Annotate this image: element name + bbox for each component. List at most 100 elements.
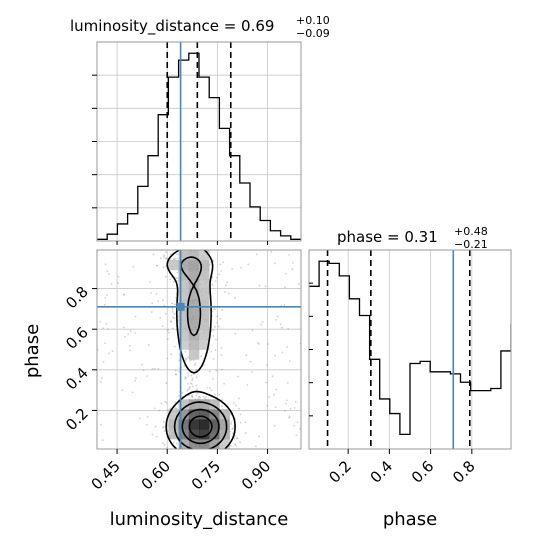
joint-scatter-point	[232, 427, 234, 429]
joint-scatter-point	[221, 368, 223, 371]
joint-scatter-point	[123, 293, 125, 296]
joint-scatter-point	[150, 311, 153, 313]
joint-density-cell	[178, 279, 190, 291]
joint-scatter-point	[229, 445, 232, 447]
joint-density-cell	[188, 319, 200, 330]
joint-scatter-point	[295, 434, 298, 437]
joint-scatter-point	[161, 442, 164, 445]
joint-scatter-point	[239, 413, 242, 416]
joint-scatter-point	[178, 370, 181, 373]
joint-scatter-point	[171, 311, 174, 313]
joint-scatter-point	[189, 382, 192, 385]
joint-scatter-point	[187, 382, 189, 385]
joint-ytick-label-0: 0.2	[62, 405, 92, 435]
joint-scatter-point	[175, 407, 177, 410]
joint-scatter-point	[214, 348, 217, 351]
joint-scatter-point	[214, 308, 217, 311]
hist2-title-minus: −0.21	[454, 238, 488, 251]
joint-scatter-point	[249, 360, 252, 363]
joint-scatter-point	[288, 416, 290, 419]
joint-scatter-point	[212, 357, 215, 360]
joint-scatter-point	[274, 406, 277, 409]
joint-scatter-point	[174, 401, 176, 404]
joint-scatter-point	[107, 328, 109, 330]
joint-scatter-point	[165, 382, 168, 384]
joint-scatter-point	[200, 355, 203, 357]
joint-density-cell	[178, 319, 190, 330]
joint-scatter-point	[224, 291, 226, 293]
joint-density-cell	[168, 409, 179, 420]
joint-scatter-point	[274, 354, 276, 357]
joint-scatter-point	[170, 320, 173, 323]
joint-scatter-point	[108, 352, 110, 355]
joint-scatter-point	[172, 327, 174, 330]
joint-scatter-point	[163, 254, 165, 256]
joint-scatter-point	[173, 257, 176, 260]
hist2-xtick-label-2: 0.6	[408, 457, 438, 487]
joint-scatter-point	[220, 270, 222, 272]
joint-scatter-point	[234, 443, 237, 446]
joint-scatter-point	[254, 445, 257, 448]
joint-scatter-point	[173, 312, 176, 315]
joint-scatter-point	[134, 315, 137, 318]
joint-scatter-point	[172, 441, 175, 444]
joint-scatter-point	[219, 317, 222, 320]
joint-scatter-point	[215, 369, 218, 372]
joint-scatter-point	[173, 345, 176, 348]
joint-density-cell	[209, 409, 220, 420]
joint-density-cell	[188, 339, 200, 350]
joint-scatter-point	[176, 442, 178, 445]
joint-scatter-point	[234, 332, 237, 335]
joint-scatter-point	[265, 381, 268, 384]
joint-scatter-point	[233, 437, 236, 440]
joint-density-cell	[199, 439, 210, 449]
joint-density-cell	[188, 299, 200, 310]
joint-scatter-point	[255, 253, 258, 256]
joint-scatter-point	[216, 315, 219, 318]
joint-scatter-point	[169, 278, 172, 281]
joint-scatter-point	[291, 261, 294, 264]
joint-density-cell	[219, 409, 230, 420]
joint-scatter-point	[190, 383, 193, 385]
joint-scatter-point	[270, 250, 273, 253]
joint-scatter-point	[214, 280, 217, 283]
joint-scatter-point	[100, 423, 102, 426]
joint-scatter-point	[161, 325, 164, 327]
joint-scatter-point	[134, 377, 137, 380]
joint-xtick-label-0: 0.45	[88, 457, 124, 493]
joint-scatter-point	[191, 379, 193, 382]
joint-scatter-point	[193, 364, 196, 367]
hist1-title-main: luminosity_distance = 0.69	[70, 17, 274, 36]
joint-scatter-point	[174, 369, 177, 372]
joint-scatter-point	[211, 310, 214, 313]
joint-density-cell	[199, 309, 210, 320]
joint-scatter-point	[172, 316, 174, 319]
joint-scatter-point	[106, 294, 108, 297]
joint-scatter-point	[211, 283, 214, 286]
joint-scatter-point	[166, 357, 169, 360]
joint-scatter-point	[205, 395, 207, 398]
joint-scatter-point	[177, 395, 180, 397]
joint-scatter-point	[186, 389, 189, 392]
joint-scatter-point	[175, 373, 177, 376]
joint-scatter-point	[209, 370, 211, 373]
joint-scatter-point	[184, 360, 187, 362]
joint-density-cell	[178, 329, 190, 340]
joint-scatter-point	[258, 435, 260, 438]
joint-scatter-point	[235, 444, 237, 447]
joint-scatter-point	[199, 397, 202, 399]
joint-scatter-point	[162, 425, 165, 428]
joint-scatter-point	[244, 421, 247, 423]
joint-scatter-point	[286, 346, 289, 348]
joint-scatter-point	[187, 374, 190, 377]
joint-ytick-label-2: 0.6	[62, 323, 92, 353]
joint-scatter-point	[288, 360, 291, 363]
joint-scatter-point	[275, 388, 278, 391]
joint-scatter-point	[101, 439, 104, 442]
joint-scatter-point	[204, 397, 207, 400]
joint-scatter-point	[237, 397, 240, 400]
joint-scatter-point	[214, 325, 216, 328]
joint-scatter-point	[100, 377, 103, 380]
joint-scatter-point	[158, 409, 161, 412]
joint-scatter-point	[110, 282, 113, 285]
